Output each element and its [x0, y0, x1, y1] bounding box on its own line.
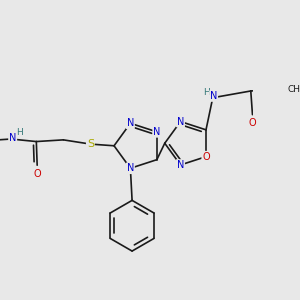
Text: O: O: [249, 118, 256, 128]
Text: O: O: [202, 152, 210, 162]
Text: O: O: [33, 169, 41, 179]
Text: H: H: [16, 128, 23, 137]
Text: N: N: [153, 127, 161, 137]
Text: N: N: [177, 116, 184, 127]
Text: N: N: [210, 91, 217, 101]
Text: N: N: [127, 163, 134, 173]
Text: N: N: [9, 133, 16, 143]
Text: N: N: [177, 160, 184, 170]
Text: N: N: [127, 118, 134, 128]
Text: H: H: [203, 88, 210, 97]
Text: S: S: [87, 139, 94, 149]
Text: CH₃: CH₃: [287, 85, 300, 94]
